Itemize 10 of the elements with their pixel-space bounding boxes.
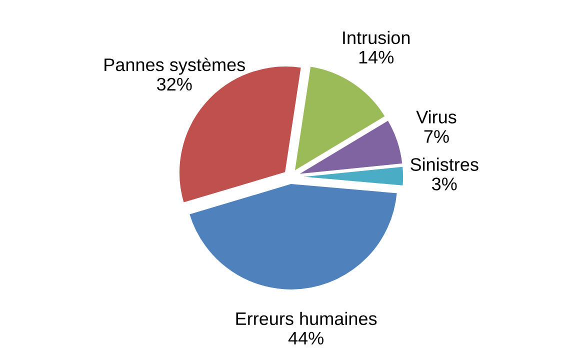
- slice-label: Intrusion: [343, 30, 410, 44]
- data-label: 7%: [424, 130, 449, 143]
- data-label: 32%: [156, 78, 192, 91]
- slice-label: Pannes systèmes: [104, 58, 245, 75]
- data-label: 44%: [288, 332, 324, 344]
- slice-label: Erreurs humaines: [236, 312, 377, 326]
- data-label: 3%: [432, 178, 457, 190]
- slice-label: Sinistres: [410, 158, 478, 171]
- slice-label: Virus: [416, 110, 456, 124]
- data-label: 14%: [359, 50, 394, 64]
